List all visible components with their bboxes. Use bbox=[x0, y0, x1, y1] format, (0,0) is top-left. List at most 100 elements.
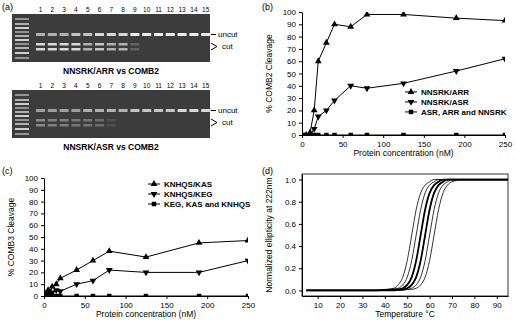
y-tick: 40 bbox=[29, 245, 44, 254]
marker bbox=[348, 133, 352, 135]
ladder-band bbox=[15, 107, 29, 109]
x-tick: 50 bbox=[339, 135, 348, 149]
uncut-band bbox=[142, 33, 151, 36]
cut-band bbox=[60, 43, 69, 46]
marker bbox=[107, 294, 111, 296]
marker bbox=[308, 133, 312, 135]
plot-area bbox=[302, 12, 505, 135]
cut-band bbox=[95, 124, 104, 127]
cut-band bbox=[178, 119, 187, 122]
y-tick-label: 80 bbox=[287, 33, 296, 42]
uncut-band bbox=[60, 109, 69, 112]
series-line bbox=[44, 241, 248, 296]
lane-number: 8 bbox=[121, 6, 125, 13]
x-tick: 150 bbox=[418, 135, 432, 149]
cut-band bbox=[107, 119, 116, 122]
marker bbox=[91, 294, 95, 296]
marker bbox=[332, 133, 336, 135]
x-tick-mark bbox=[318, 296, 319, 299]
uncut-band bbox=[189, 33, 198, 36]
lane-number: 8 bbox=[121, 82, 125, 89]
x-tick: 80 bbox=[470, 296, 479, 310]
lane-number: 12 bbox=[167, 82, 175, 89]
panel-label: (d) bbox=[262, 166, 273, 176]
uncut-band bbox=[36, 109, 45, 112]
legend-marker bbox=[408, 100, 415, 106]
y-tick-label: 90 bbox=[29, 186, 38, 195]
y-tick: 20 bbox=[287, 106, 302, 115]
cut-band bbox=[36, 43, 45, 46]
y-tick-mark bbox=[299, 246, 302, 247]
cut-band bbox=[60, 48, 69, 51]
marker bbox=[106, 268, 113, 274]
y-tick-label: 10 bbox=[287, 119, 296, 128]
cut-band bbox=[83, 119, 92, 122]
gel-panel: (a)123456789101112131415uncutcutNNSRK/AR… bbox=[2, 2, 238, 152]
y-tick: 40 bbox=[287, 82, 302, 91]
y-axis-line bbox=[302, 13, 303, 136]
cut-band bbox=[119, 124, 128, 127]
y-tick: 60 bbox=[29, 221, 44, 230]
y-tick-label: 40 bbox=[287, 82, 296, 91]
cut-band bbox=[142, 124, 151, 127]
ladder-band bbox=[15, 103, 29, 105]
cut-band bbox=[48, 43, 57, 46]
x-tick-mark bbox=[126, 296, 127, 299]
lane-number: 4 bbox=[74, 82, 78, 89]
cut-band bbox=[201, 48, 210, 51]
x-tick-label: 10 bbox=[314, 301, 323, 310]
x-tick: 50 bbox=[403, 296, 412, 310]
y-axis-line bbox=[44, 179, 45, 297]
cut-band bbox=[119, 119, 128, 122]
panel-label: (a) bbox=[2, 2, 13, 12]
lane-number: 11 bbox=[155, 82, 162, 89]
y-tick: 20 bbox=[29, 268, 44, 277]
x-tick-label: 50 bbox=[339, 140, 348, 149]
y-tick-label: 50 bbox=[287, 70, 296, 79]
x-tick-mark bbox=[362, 296, 363, 299]
series-line bbox=[306, 180, 508, 291]
uncut-band bbox=[130, 33, 139, 36]
y-tick-mark bbox=[299, 110, 302, 111]
x-tick: 250 bbox=[242, 296, 256, 310]
lane-number: 6 bbox=[98, 6, 102, 13]
y-tick-label: 0.8 bbox=[285, 198, 297, 207]
marker bbox=[90, 257, 97, 263]
series-line bbox=[306, 180, 508, 291]
ladder-band bbox=[15, 123, 29, 125]
cut-band bbox=[189, 119, 198, 122]
y-tick-label: 50 bbox=[29, 233, 38, 242]
cut-band bbox=[166, 119, 175, 122]
lane-number: 7 bbox=[109, 82, 113, 89]
uncut-band bbox=[189, 109, 198, 112]
lane-number: 13 bbox=[178, 6, 186, 13]
ladder-band bbox=[15, 18, 29, 20]
x-tick: 200 bbox=[458, 135, 472, 149]
ladder-band bbox=[15, 57, 29, 59]
cut-band bbox=[48, 48, 57, 51]
marker bbox=[365, 133, 369, 135]
x-tick: 40 bbox=[381, 296, 390, 310]
marker bbox=[315, 57, 322, 63]
y-tick-mark bbox=[299, 268, 302, 269]
chart-panel: (c)0501001502002500102030405060708090100… bbox=[2, 166, 256, 319]
y-tick: 0.6 bbox=[285, 220, 302, 229]
marker bbox=[143, 253, 150, 259]
y-tick: 30 bbox=[29, 257, 44, 266]
cut-band bbox=[166, 124, 175, 127]
cut-bracket bbox=[211, 119, 217, 126]
x-axis-line bbox=[303, 296, 509, 297]
marker bbox=[401, 133, 405, 135]
x-tick: 100 bbox=[119, 296, 133, 310]
cut-band bbox=[83, 48, 92, 51]
uncut-band bbox=[107, 33, 116, 36]
x-tick-mark bbox=[343, 135, 344, 138]
cut-band bbox=[189, 124, 198, 127]
uncut-label: uncut bbox=[218, 106, 238, 115]
y-axis-line bbox=[302, 175, 303, 297]
y-tick-label: 100 bbox=[283, 8, 297, 17]
y-tick-mark bbox=[41, 249, 44, 250]
plot-area bbox=[306, 180, 508, 291]
x-tick-mark bbox=[407, 296, 408, 299]
ladder-band bbox=[15, 47, 29, 49]
